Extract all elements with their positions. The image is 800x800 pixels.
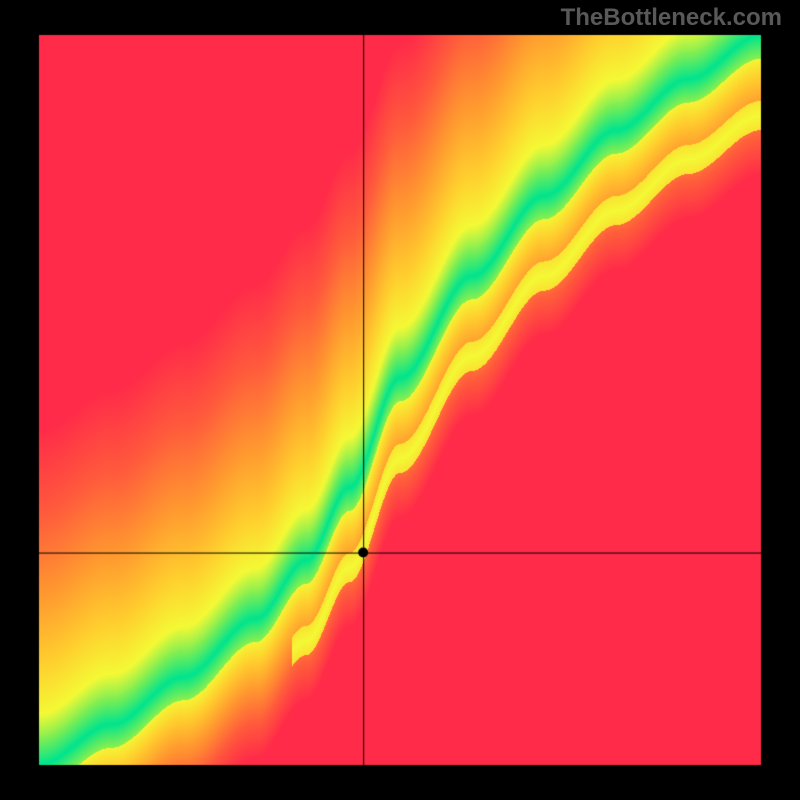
chart-container: TheBottleneck.com (0, 0, 800, 800)
watermark-text: TheBottleneck.com (561, 4, 782, 32)
heatmap-canvas (0, 0, 800, 800)
